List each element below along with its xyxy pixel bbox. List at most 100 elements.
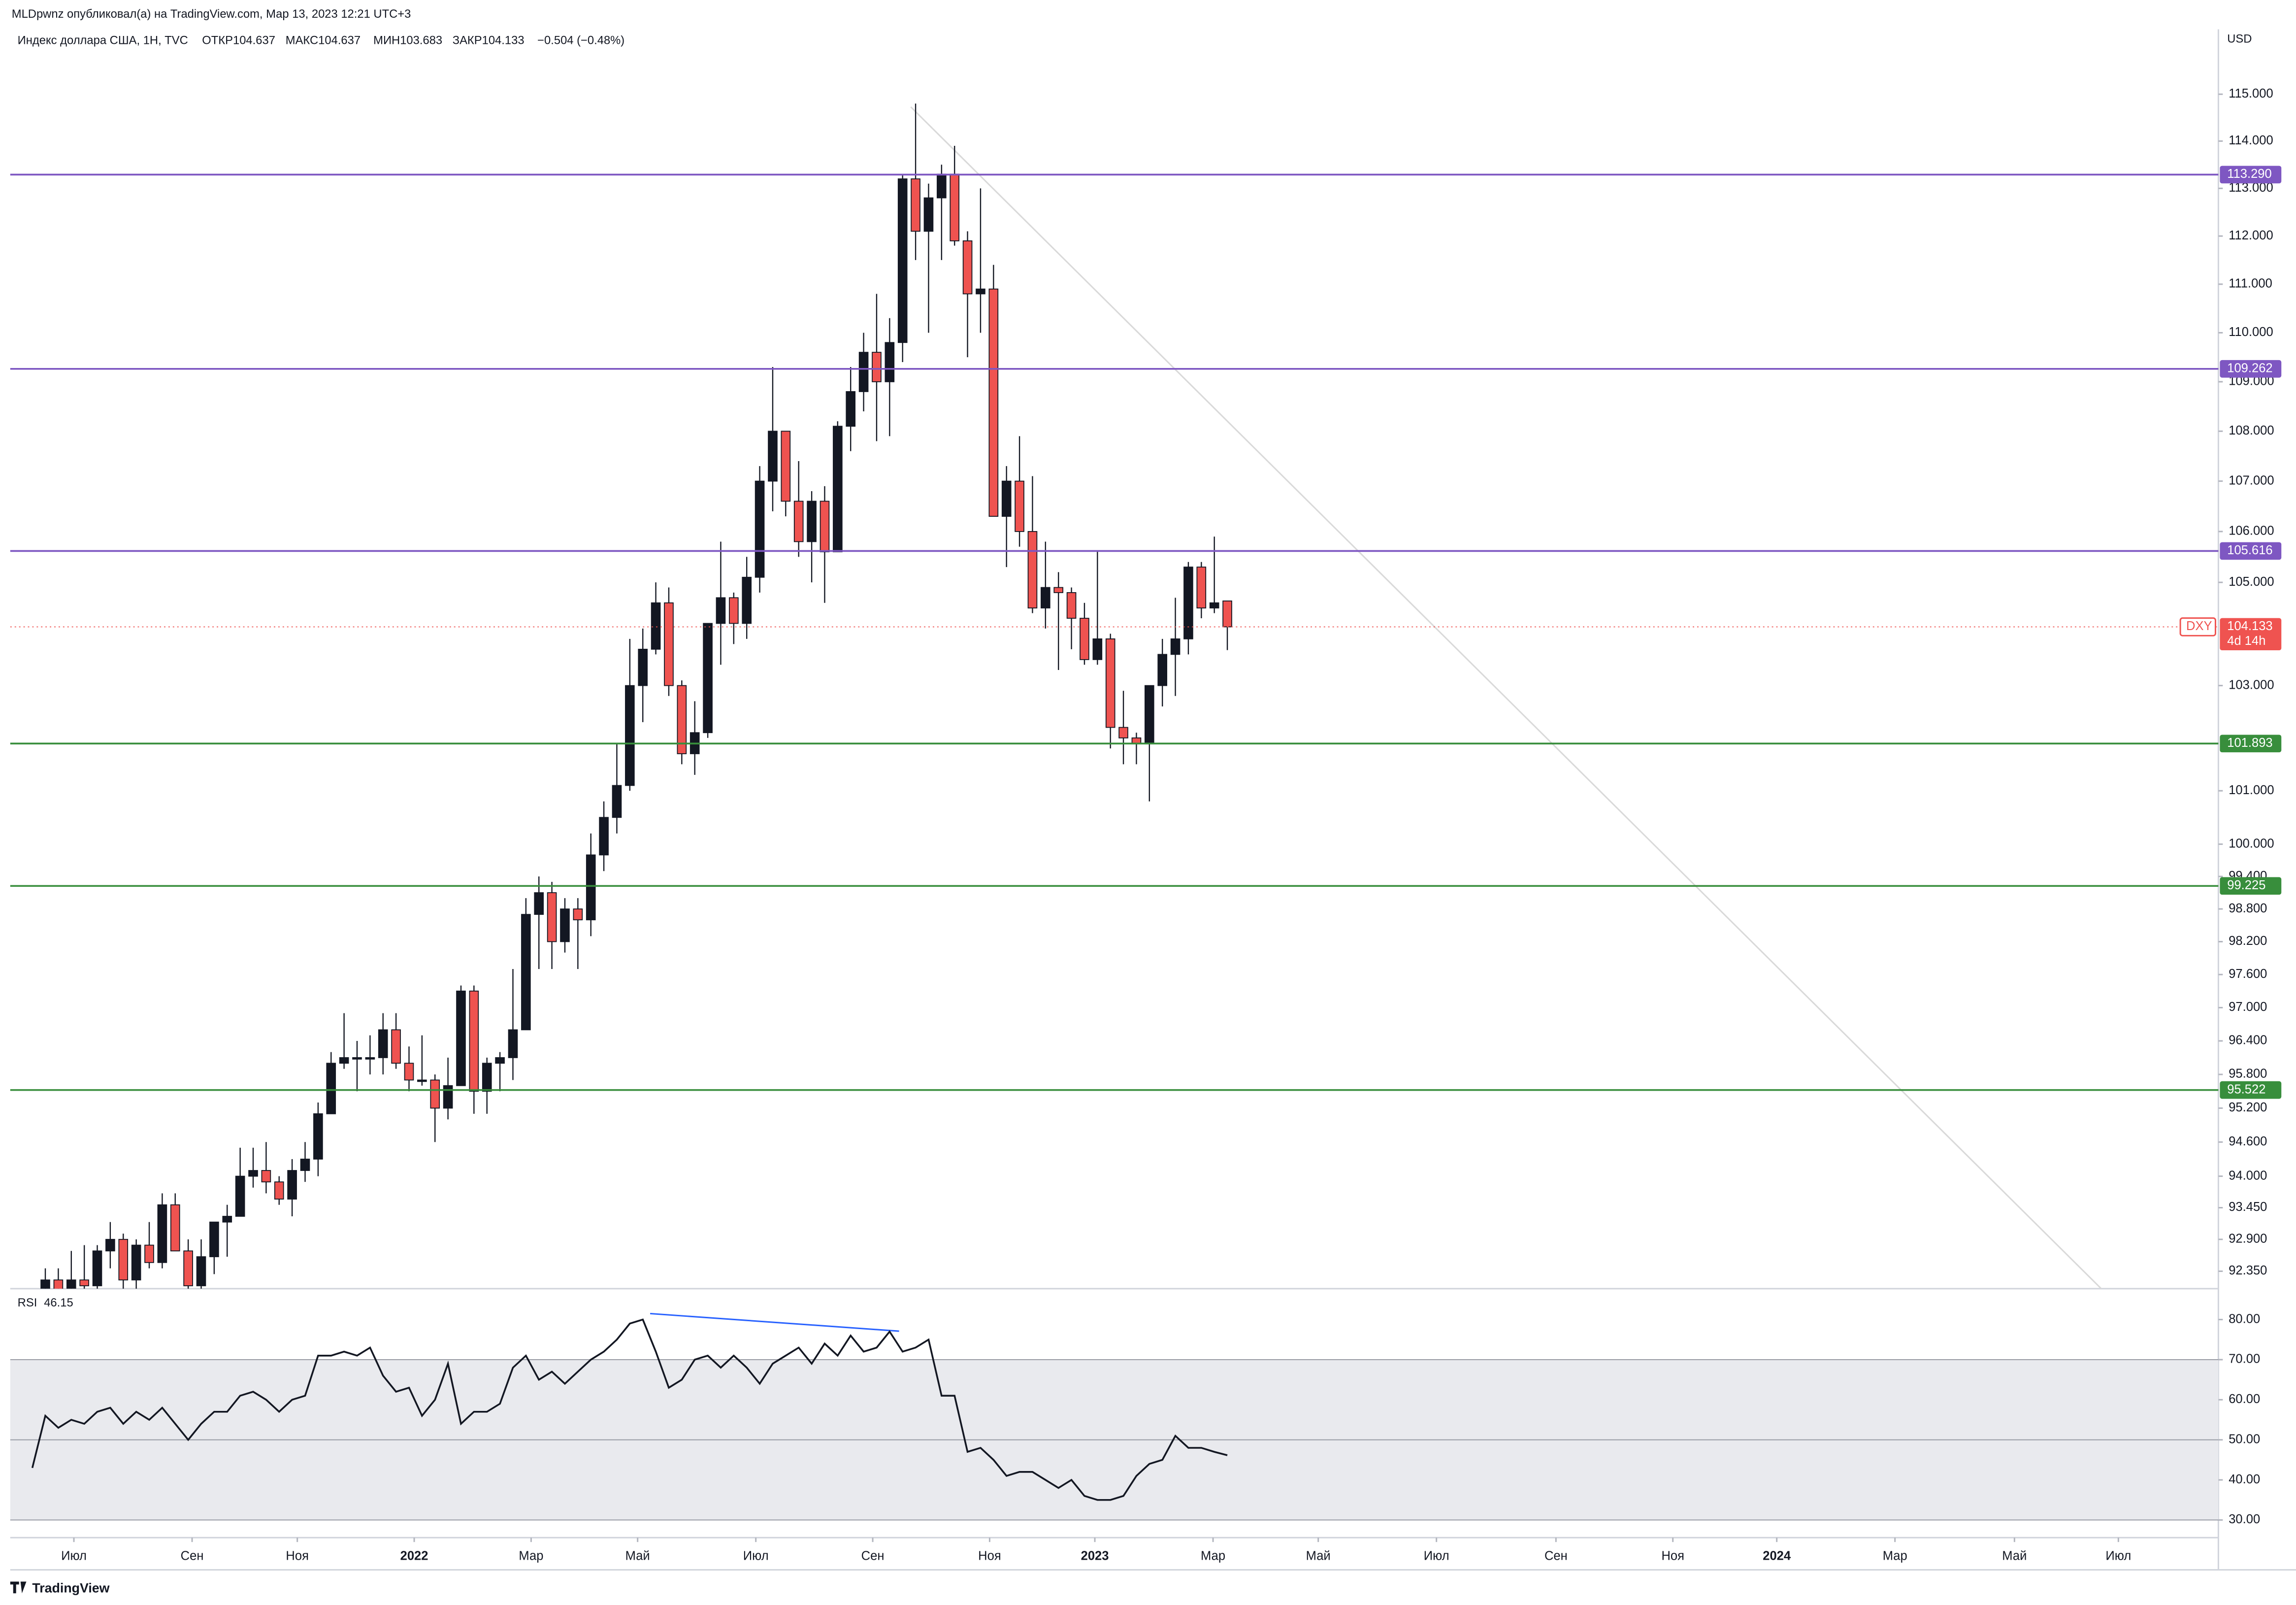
y-tick-label: 92.900 [2229, 1232, 2267, 1246]
candle-body [950, 173, 960, 241]
x-tick-label: Ноя [1661, 1549, 1684, 1563]
y-tick-label: 93.450 [2229, 1200, 2267, 1214]
candle-body [1015, 480, 1024, 532]
y-tick-label: 60.00 [2229, 1392, 2260, 1406]
x-tick-label: Мар [1201, 1549, 1225, 1563]
divergence-line [650, 1312, 899, 1332]
candle-body [923, 197, 934, 232]
author-line: MLDpwnz опубликовал(а) на TradingView.co… [12, 7, 411, 21]
candle-body [897, 178, 908, 343]
candle-body [1080, 618, 1089, 660]
y-tick-label: 94.000 [2229, 1169, 2267, 1182]
candle-body [962, 240, 973, 295]
candle-body [599, 817, 609, 856]
candle-body [586, 854, 596, 921]
y-tick-label: 106.000 [2229, 524, 2274, 538]
rsi-line [31, 1318, 1228, 1501]
candle-body [1027, 531, 1038, 609]
candle-body [456, 990, 466, 1086]
candle-body [677, 685, 687, 754]
candle-body [911, 178, 920, 232]
candle-body [664, 602, 674, 686]
candle-body [976, 288, 985, 295]
candle-body [404, 1063, 414, 1081]
candle-body [274, 1181, 284, 1200]
level-label: 105.616 [2227, 543, 2272, 557]
x-tick-label: Июл [2105, 1549, 2131, 1563]
candle-body [40, 1279, 50, 1289]
symbol: Индекс доллара США, 1Н, TVC [18, 34, 188, 47]
y-tick-label: 111.000 [2229, 277, 2272, 291]
candle-body [183, 1250, 193, 1286]
level-label: 101.893 [2227, 736, 2272, 750]
x-tick-label: Ноя [978, 1549, 1001, 1563]
candle-body [443, 1085, 453, 1109]
ohlc-open: ОТКР104.637 [202, 34, 275, 47]
y-tick-label: 115.000 [2229, 87, 2273, 100]
candle-body [872, 352, 882, 382]
candle-body [417, 1079, 427, 1082]
symbol-label-bg [2179, 617, 2216, 636]
candle-body [573, 908, 583, 921]
candle-body [625, 685, 635, 786]
y-tick-label: 103.000 [2229, 678, 2274, 692]
candle-body [209, 1221, 219, 1257]
candle-body [781, 431, 791, 502]
level-label: 95.522 [2227, 1082, 2265, 1096]
level-label: 99.225 [2227, 878, 2265, 892]
candle-body [495, 1057, 505, 1064]
x-tick-label: Май [2002, 1549, 2027, 1563]
rsi-name: RSI [18, 1296, 37, 1309]
candle-body [768, 431, 778, 482]
rsi-value: 46.15 [44, 1296, 73, 1309]
logo-mark [10, 1581, 27, 1594]
candle-body [339, 1057, 349, 1064]
y-tick-label: 108.000 [2229, 424, 2274, 437]
candle-body [885, 342, 895, 382]
countdown-label: 4d 14h [2227, 634, 2265, 648]
candle-body [833, 426, 843, 552]
candle-body [1118, 727, 1128, 738]
y-tick-label: 95.200 [2229, 1101, 2267, 1114]
candle-body [1145, 685, 1154, 744]
candle-body [1041, 587, 1050, 609]
candle-body [1066, 592, 1077, 619]
change: −0.504 (−0.48%) [537, 34, 624, 47]
candle-body [365, 1057, 375, 1060]
y-tick-label: 94.600 [2229, 1135, 2267, 1148]
y-tick-label: 92.350 [2229, 1264, 2267, 1277]
level-label: 113.290 [2227, 167, 2271, 181]
candle-body [612, 785, 622, 818]
x-tick-label: 2024 [1763, 1549, 1791, 1563]
candle-body [66, 1279, 76, 1289]
candle-body [222, 1216, 232, 1223]
candle-body [144, 1244, 154, 1263]
y-tick-label: 114.000 [2229, 134, 2273, 147]
candle-body [1196, 567, 1207, 609]
x-tick-label: Ноя [286, 1549, 309, 1563]
candle-body [1222, 600, 1232, 628]
candle-body [508, 1029, 518, 1058]
candle-body [793, 501, 804, 542]
candle-body [846, 391, 856, 427]
candle-body [988, 288, 999, 517]
candle-body [131, 1244, 141, 1281]
ohlc-low: МИН103.683 [373, 34, 442, 47]
candle-body [430, 1079, 440, 1109]
ohlc-high: МАКС104.637 [286, 34, 361, 47]
candle-body [742, 576, 752, 624]
candle-body [937, 173, 947, 199]
y-tick-label: 97.600 [2229, 967, 2267, 981]
candle-body [1170, 638, 1181, 655]
x-tick-label: Май [1306, 1549, 1331, 1563]
level-label-bg [2220, 1081, 2282, 1099]
level-label-bg [2220, 166, 2282, 184]
candle-body [287, 1170, 297, 1200]
candle-body [1001, 480, 1012, 517]
candle-body [820, 501, 830, 552]
x-tick-label: 2022 [400, 1549, 428, 1563]
level-label-bg [2220, 360, 2282, 378]
trend-line [910, 106, 2102, 1289]
y-tick-label: 112.000 [2229, 229, 2273, 242]
